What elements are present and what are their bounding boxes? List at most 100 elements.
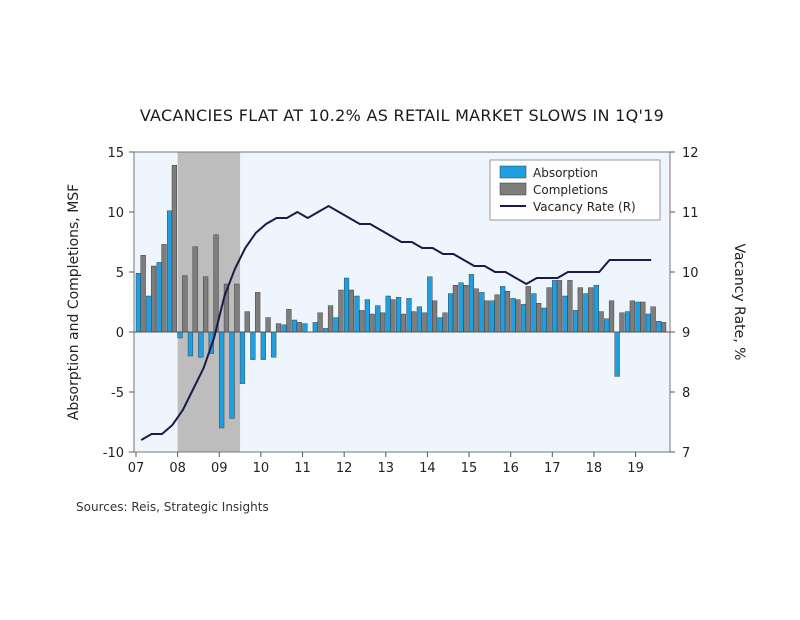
absorption-bar xyxy=(500,286,506,333)
absorption-bar xyxy=(146,295,152,333)
x-tick-label: 11 xyxy=(294,461,311,476)
absorption-bar xyxy=(167,210,173,333)
absorption-bar xyxy=(468,274,475,333)
absorption-bar xyxy=(458,282,464,333)
absorption-bar xyxy=(406,298,412,333)
completions-bar xyxy=(640,301,646,333)
left-tick-label: 0 xyxy=(116,326,124,341)
absorption-bar xyxy=(593,285,599,333)
absorption-bar xyxy=(187,331,194,357)
absorption-bar xyxy=(135,273,141,333)
absorption-bar xyxy=(510,298,516,333)
right-tick-label: 10 xyxy=(682,266,699,281)
completions-bar xyxy=(275,323,282,333)
completions-bar xyxy=(473,288,479,333)
absorption-bar xyxy=(343,277,350,333)
absorption-bar xyxy=(177,331,183,339)
absorption-bar xyxy=(281,324,287,333)
absorption-bar xyxy=(479,292,485,333)
absorption-bar xyxy=(333,317,339,333)
completions-bar xyxy=(494,294,500,333)
right-tick-label: 12 xyxy=(682,146,699,161)
completions-bar xyxy=(400,313,406,333)
completions-bar xyxy=(296,322,302,333)
x-tick-label: 16 xyxy=(502,461,519,476)
absorption-bar xyxy=(312,322,318,333)
bar-layer xyxy=(135,164,667,429)
completions-bar xyxy=(234,283,240,333)
absorption-bar xyxy=(229,331,235,419)
legend-label-completions: Completions xyxy=(533,183,608,197)
left-tick-label: 15 xyxy=(107,146,124,161)
x-tick-label: 18 xyxy=(586,461,603,476)
absorption-bar xyxy=(552,280,558,333)
x-tick-label: 15 xyxy=(461,461,478,476)
absorption-bar xyxy=(291,319,298,333)
right-tick-label: 8 xyxy=(682,386,690,401)
left-tick-label: -5 xyxy=(111,386,124,401)
right-tick-label: 9 xyxy=(682,326,690,341)
absorption-bar xyxy=(156,262,162,333)
completions-bar xyxy=(348,289,354,333)
absorption-bar xyxy=(239,331,246,384)
completions-bar xyxy=(203,276,209,333)
legend-label-absorption: Absorption xyxy=(533,166,598,180)
absorption-bar xyxy=(583,293,589,333)
absorption-bar xyxy=(656,321,662,333)
completions-bar xyxy=(629,300,635,333)
left-tick-label: 5 xyxy=(116,266,124,281)
absorption-bar xyxy=(614,331,620,377)
completions-bar xyxy=(338,289,344,333)
completions-bar xyxy=(140,254,146,333)
plot-frame xyxy=(133,151,671,453)
completions-bar xyxy=(359,310,365,333)
completions-bar xyxy=(588,287,594,333)
right-tick-label: 11 xyxy=(682,206,699,221)
legend-label-vacancy-rate: Vacancy Rate (R) xyxy=(533,200,636,214)
source-note: Sources: Reis, Strategic Insights xyxy=(76,500,269,514)
right-axis-label: Vacancy Rate, % xyxy=(731,244,747,361)
completions-bar xyxy=(286,309,292,333)
completions-bar xyxy=(452,285,459,333)
completions-bar xyxy=(525,286,531,333)
left-tick-label: -10 xyxy=(103,446,124,461)
completions-bar xyxy=(546,287,552,333)
absorption-bar xyxy=(198,331,204,358)
completions-bar xyxy=(379,312,386,333)
completions-bar xyxy=(515,299,521,333)
absorption-bar xyxy=(645,313,651,333)
completions-bar xyxy=(265,317,271,333)
x-tick-label: 19 xyxy=(627,461,644,476)
absorption-bar xyxy=(219,331,225,429)
absorption-bar xyxy=(271,331,277,358)
absorption-bar xyxy=(354,295,360,333)
legend-swatch-completions xyxy=(499,182,527,196)
completions-bar xyxy=(161,244,167,333)
x-tick-label: 13 xyxy=(378,461,395,476)
completions-bar xyxy=(598,311,604,333)
completions-bar xyxy=(432,300,438,333)
absorption-bar xyxy=(427,276,433,333)
left-tick-label: 10 xyxy=(107,206,124,221)
x-tick-label: 08 xyxy=(169,461,186,476)
completions-bar xyxy=(619,312,625,333)
absorption-bar xyxy=(250,331,256,360)
absorption-bar xyxy=(541,307,547,333)
completions-bar xyxy=(150,265,157,333)
completions-bar xyxy=(171,164,177,333)
x-tick-label: 12 xyxy=(336,461,353,476)
absorption-bar xyxy=(448,293,454,333)
completions-bar xyxy=(421,312,427,333)
absorption-bar xyxy=(395,297,402,333)
absorption-bar xyxy=(323,328,329,333)
legend: Absorption Completions Vacancy Rate (R) xyxy=(489,159,661,221)
completions-bar xyxy=(536,303,542,333)
absorption-bar xyxy=(364,299,370,333)
completions-bar xyxy=(255,292,261,333)
absorption-bar xyxy=(260,331,266,360)
vacancy-rate-line xyxy=(140,204,652,441)
right-axis-ticks: 7 8 9 10 11 12 xyxy=(670,146,699,461)
completions-bar xyxy=(213,234,219,333)
x-tick-label: 09 xyxy=(211,461,228,476)
completions-bar xyxy=(650,306,656,333)
